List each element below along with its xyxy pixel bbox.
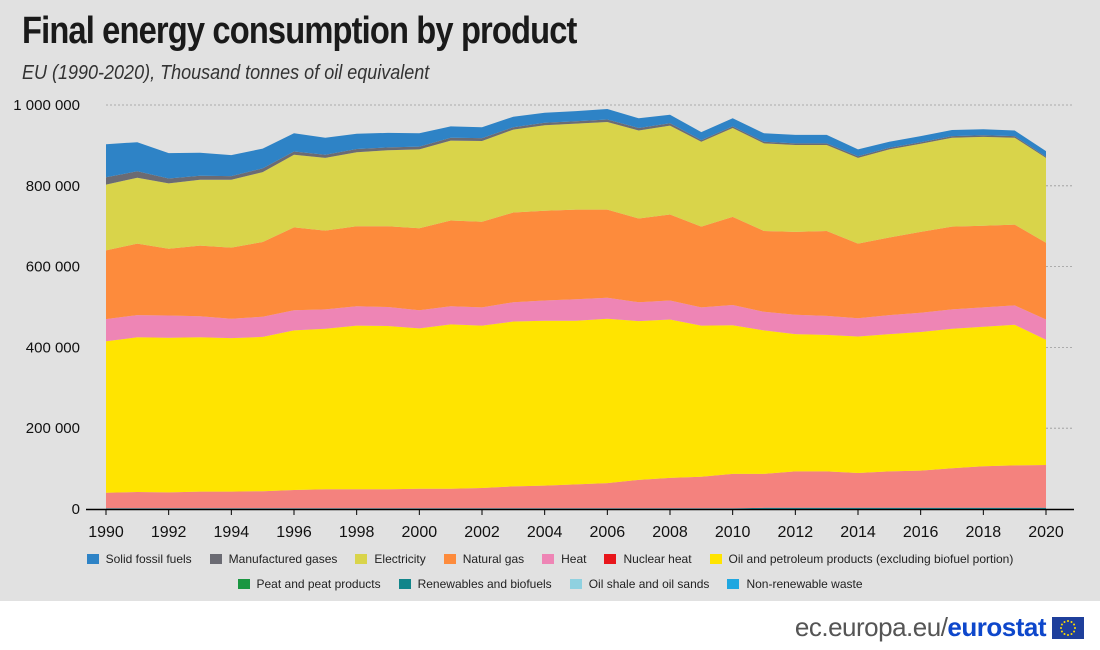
eu-flag-icon xyxy=(1052,616,1084,639)
legend-swatch xyxy=(569,579,582,589)
y-tick-label: 0 xyxy=(72,501,80,518)
legend-swatch xyxy=(86,554,99,564)
chart-subtitle: EU (1990-2020), Thousand tonnes of oil e… xyxy=(22,62,430,84)
area-natural-gas xyxy=(106,209,1046,320)
x-tick-label: 2016 xyxy=(903,524,939,541)
legend-label: Renewables and biofuels xyxy=(417,577,552,591)
x-tick-label: 1994 xyxy=(214,524,250,541)
x-tick-label: 1992 xyxy=(151,524,187,541)
x-tick-label: 1998 xyxy=(339,524,375,541)
y-tick-label: 1 000 000 xyxy=(13,97,80,114)
x-tick-label: 2014 xyxy=(840,524,876,541)
legend-item-oil-shale-and-oil-sands: Oil shale and oil sands xyxy=(569,577,710,591)
legend-item-solid-fossil-fuels: Solid fossil fuels xyxy=(86,552,192,566)
area-electricity xyxy=(106,122,1046,251)
legend-label: Electricity xyxy=(374,552,426,566)
legend-swatch xyxy=(398,579,411,589)
legend-item-non-renewable-waste: Non-renewable waste xyxy=(727,577,863,591)
legend-swatch xyxy=(443,554,456,564)
legend-label: Solid fossil fuels xyxy=(105,552,192,566)
x-tick-label: 2008 xyxy=(652,524,688,541)
legend-swatch xyxy=(709,554,722,564)
legend-item-natural-gas: Natural gas xyxy=(443,552,525,566)
x-tick-label: 1996 xyxy=(276,524,312,541)
area-heat xyxy=(106,297,1046,342)
legend-label: Nuclear heat xyxy=(623,552,692,566)
legend-label: Oil shale and oil sands xyxy=(588,577,710,591)
x-tick-label: 2000 xyxy=(402,524,438,541)
legend-swatch xyxy=(727,579,740,589)
legend-item-electricity: Electricity xyxy=(355,552,426,566)
legend-swatch xyxy=(542,554,555,564)
area-solid-fossil-fuels xyxy=(106,109,1046,179)
y-tick-label: 400 000 xyxy=(26,339,80,356)
x-tick-label: 2018 xyxy=(966,524,1002,541)
area-oil-and-petroleum-products-excluding-biofuel-portion xyxy=(106,318,1046,493)
chart-title: Final energy consumption by product xyxy=(22,10,577,52)
x-tick-label: 2002 xyxy=(464,524,500,541)
legend-row-2: Peat and peat products Renewables and bio… xyxy=(0,577,1100,591)
legend-label: Non-renewable waste xyxy=(746,577,863,591)
footer-branding: ec.europa.eu/eurostat xyxy=(795,612,1084,643)
y-tick-label: 800 000 xyxy=(26,178,80,195)
x-tick-label: 2006 xyxy=(590,524,626,541)
legend-item-heat: Heat xyxy=(542,552,586,566)
y-tick-label: 200 000 xyxy=(26,420,80,437)
legend-item-manufactured-gases: Manufactured gases xyxy=(209,552,338,566)
legend-swatch xyxy=(604,554,617,564)
legend-swatch xyxy=(355,554,368,564)
legend-label: Manufactured gases xyxy=(228,552,338,566)
stacked-area-chart: 0 200 000 400 000 600 000 800 000 1 000 000 19… xyxy=(13,97,1074,541)
legend-label: Oil and petroleum products (excluding bi… xyxy=(728,552,1014,566)
legend-item-renewables-and-biofuels: Renewables and biofuels xyxy=(398,577,552,591)
x-tick-label: 2020 xyxy=(1028,524,1064,541)
x-tick-label: 2010 xyxy=(715,524,751,541)
legend-item-nuclear-heat: Nuclear heat xyxy=(604,552,692,566)
legend-item-oil-and-petroleum-products-excluding-biofuel-portion: Oil and petroleum products (excluding bi… xyxy=(709,552,1014,566)
x-tick-label: 2004 xyxy=(527,524,563,541)
legend-item-peat-and-peat-products: Peat and peat products xyxy=(237,577,381,591)
legend-label: Heat xyxy=(561,552,587,566)
eurostat-logo-text[interactable]: eurostat xyxy=(947,612,1046,642)
legend-swatch xyxy=(209,554,222,564)
legend-row-1: Solid fossil fuels Manufactured gases Elec… xyxy=(0,552,1100,566)
footer-url[interactable]: ec.europa.eu/ xyxy=(794,612,948,642)
area-manufactured-gases xyxy=(106,119,1046,185)
legend-label: Peat and peat products xyxy=(256,577,381,591)
area-solid-fossil-fuels-lower-band xyxy=(106,465,1046,509)
x-tick-label: 2012 xyxy=(778,524,814,541)
x-tick-label: 1990 xyxy=(88,524,124,541)
legend-swatch xyxy=(237,579,250,589)
y-tick-label: 600 000 xyxy=(26,259,80,276)
legend-label: Natural gas xyxy=(462,552,525,566)
